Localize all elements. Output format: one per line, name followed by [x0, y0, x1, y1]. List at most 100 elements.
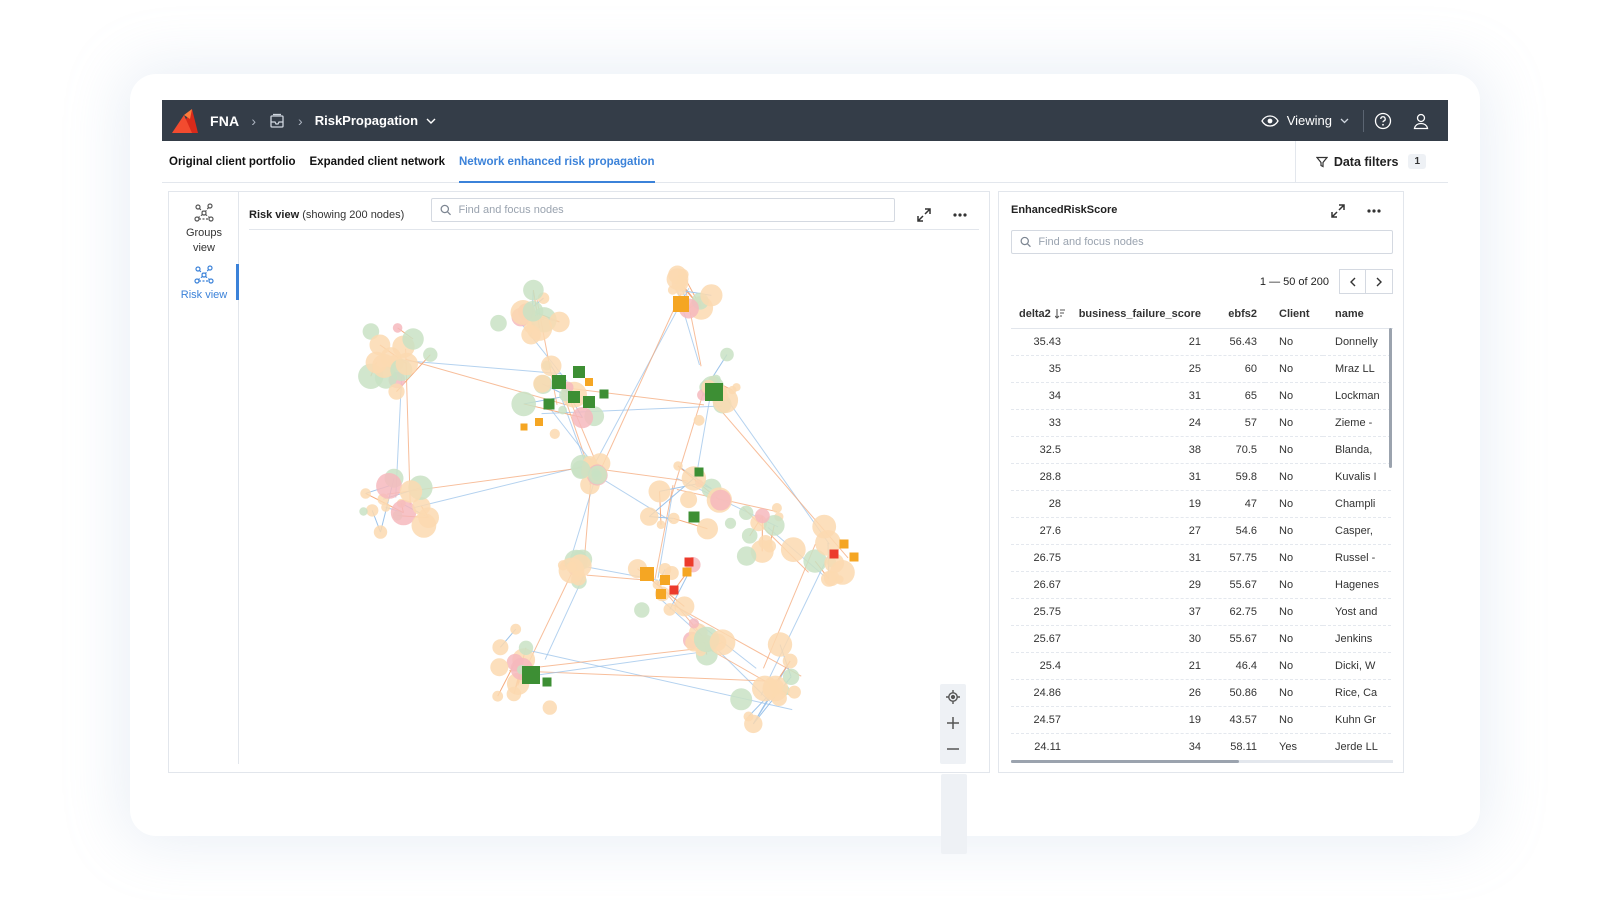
brand-name[interactable]: FNA — [210, 112, 240, 129]
graph-node[interactable] — [388, 383, 405, 400]
graph-node[interactable] — [724, 517, 737, 529]
graph-node-highlighted[interactable] — [829, 549, 839, 559]
graph-node-highlighted[interactable] — [535, 418, 543, 426]
graph-node-highlighted[interactable] — [583, 396, 595, 408]
graph-node[interactable] — [533, 374, 552, 393]
graph-node-highlighted[interactable] — [839, 539, 849, 549]
graph-node[interactable] — [490, 658, 509, 677]
graph-node[interactable] — [518, 640, 534, 655]
graph-node[interactable] — [752, 675, 778, 702]
graph-node[interactable] — [680, 491, 698, 509]
inbox-tray-icon[interactable] — [268, 112, 286, 130]
column-header-delta2[interactable]: delta2 — [1011, 300, 1069, 329]
graph-node[interactable] — [490, 314, 507, 332]
graph-node-highlighted[interactable] — [705, 383, 723, 401]
table-row[interactable]: 28.8 31 59.8 No Kuvalis I — [1011, 463, 1393, 491]
graph-node-highlighted[interactable] — [694, 467, 704, 477]
graph-node[interactable] — [411, 513, 437, 538]
recenter-icon[interactable] — [940, 684, 966, 710]
graph-node-highlighted[interactable] — [682, 567, 692, 577]
app-logo-icon[interactable] — [172, 108, 198, 133]
graph-node[interactable] — [771, 503, 782, 513]
graph-node[interactable] — [782, 668, 800, 685]
sort-descending-icon[interactable] — [1054, 308, 1065, 319]
table-row[interactable]: 25.75 37 62.75 No Yost and — [1011, 598, 1393, 626]
graph-node-highlighted[interactable] — [849, 552, 859, 562]
graph-node[interactable] — [369, 334, 391, 356]
graph-node[interactable] — [571, 460, 591, 479]
graph-node-highlighted[interactable] — [669, 585, 679, 595]
graph-node[interactable] — [739, 505, 754, 520]
expand-icon[interactable] — [1327, 200, 1349, 222]
graph-node[interactable] — [730, 688, 753, 711]
horizontal-scrollbar[interactable] — [1011, 760, 1239, 763]
graph-node[interactable] — [359, 507, 368, 516]
graph-node[interactable] — [523, 279, 544, 301]
table-row[interactable]: 24.11 34 58.11 Yes Jerde LL — [1011, 733, 1393, 761]
graph-search-field[interactable] — [431, 198, 895, 222]
graph-node-highlighted[interactable] — [543, 398, 555, 410]
graph-node[interactable] — [824, 553, 845, 573]
graph-node[interactable] — [634, 602, 650, 618]
graph-node[interactable] — [688, 618, 699, 629]
graph-node[interactable] — [376, 473, 402, 499]
graph-node-highlighted[interactable] — [573, 366, 585, 378]
network-graph-canvas[interactable] — [249, 232, 979, 768]
graph-node[interactable] — [412, 497, 431, 516]
graph-node[interactable] — [381, 502, 391, 512]
graph-node[interactable] — [640, 507, 659, 526]
vertical-scrollbar[interactable] — [1389, 328, 1392, 468]
tab-original-client-portfolio[interactable]: Original client portfolio — [169, 155, 296, 168]
graph-node[interactable] — [812, 514, 837, 539]
graph-node-highlighted[interactable] — [673, 296, 689, 312]
table-row[interactable]: 26.75 31 57.75 No Russel - — [1011, 544, 1393, 572]
graph-node-highlighted[interactable] — [552, 375, 566, 389]
graph-node[interactable] — [366, 504, 379, 517]
graph-node[interactable] — [803, 549, 827, 573]
zoom-in-icon[interactable] — [940, 710, 966, 736]
graph-node-highlighted[interactable] — [684, 557, 694, 567]
graph-node[interactable] — [663, 603, 677, 616]
help-icon[interactable] — [1364, 112, 1402, 130]
more-options-icon[interactable] — [949, 204, 971, 226]
graph-node[interactable] — [588, 465, 607, 485]
table-row[interactable]: 25.67 30 55.67 No Jenkins — [1011, 625, 1393, 653]
viewing-mode-dropdown[interactable]: Viewing — [1247, 113, 1363, 128]
graph-node[interactable] — [732, 383, 741, 392]
graph-node[interactable] — [709, 629, 736, 656]
graph-node[interactable] — [390, 499, 417, 526]
graph-node[interactable] — [668, 512, 680, 525]
graph-search-input[interactable] — [458, 204, 886, 216]
graph-node-highlighted[interactable] — [688, 511, 700, 523]
graph-node-highlighted[interactable] — [656, 589, 666, 599]
graph-node[interactable] — [652, 580, 662, 590]
user-profile-icon[interactable] — [1402, 112, 1440, 130]
graph-node[interactable] — [700, 284, 723, 307]
column-header-business-failure-score[interactable]: business_failure_score — [1069, 300, 1209, 329]
graph-node[interactable] — [542, 700, 557, 715]
table-row[interactable]: 26.67 29 55.67 No Hagenes — [1011, 571, 1393, 599]
column-header-client[interactable]: Client — [1265, 300, 1323, 329]
graph-node[interactable] — [372, 353, 397, 378]
graph-node-highlighted[interactable] — [599, 389, 609, 399]
table-row[interactable]: 34 31 65 No Lockman — [1011, 382, 1393, 410]
next-page-button[interactable] — [1366, 269, 1393, 294]
graph-node[interactable] — [492, 690, 504, 702]
graph-node-highlighted[interactable] — [585, 378, 593, 386]
column-header-ebfs2[interactable]: ebfs2 — [1209, 300, 1265, 329]
graph-node[interactable] — [511, 391, 536, 417]
graph-node[interactable] — [402, 328, 424, 350]
graph-node[interactable] — [710, 489, 731, 511]
graph-node[interactable] — [423, 347, 438, 362]
table-row[interactable]: 32.5 38 70.5 No Blanda, — [1011, 436, 1393, 464]
graph-node[interactable] — [693, 414, 705, 426]
graph-node[interactable] — [492, 639, 509, 656]
graph-node[interactable] — [780, 537, 806, 562]
graph-node[interactable] — [668, 265, 687, 284]
project-selector[interactable]: RiskPropagation — [315, 113, 436, 128]
graph-node[interactable] — [510, 623, 522, 635]
column-header-name[interactable]: name — [1323, 300, 1393, 329]
graph-node[interactable] — [656, 520, 666, 529]
graph-node[interactable] — [648, 480, 671, 503]
risk-view-button[interactable]: Risk view — [169, 264, 239, 303]
